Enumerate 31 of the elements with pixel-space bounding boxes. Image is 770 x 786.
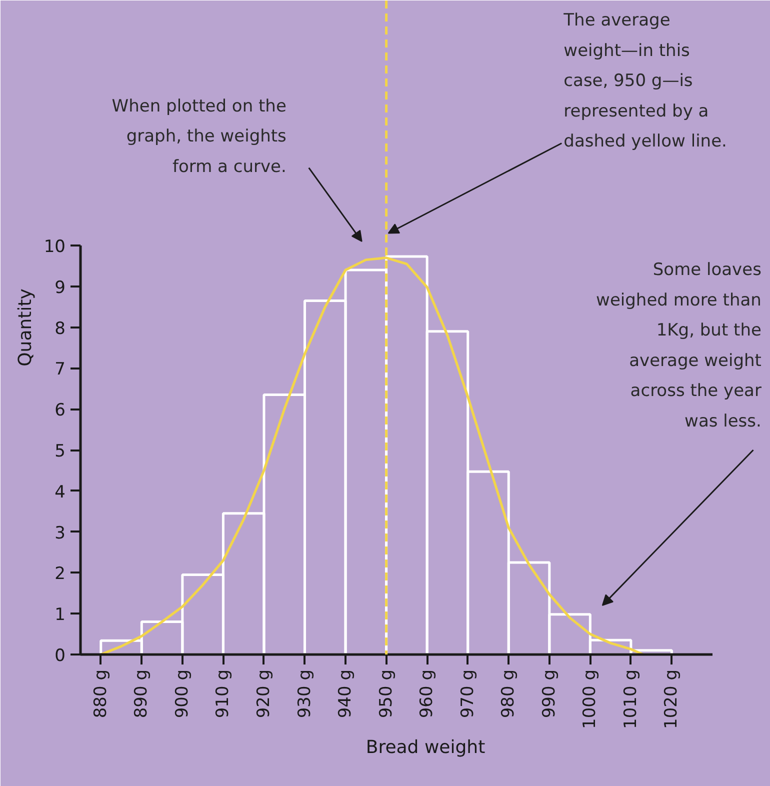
x-tick-label: 970 g <box>458 669 478 718</box>
y-tick-label: 7 <box>54 360 66 380</box>
x-tick-label: 940 g <box>336 669 356 718</box>
y-tick-label: 2 <box>54 564 66 584</box>
y-tick-label: 1 <box>54 605 66 626</box>
x-tick-label: 1000 g <box>580 669 600 729</box>
x-tick-label: 1010 g <box>620 669 641 729</box>
y-tick-label: 5 <box>54 442 66 462</box>
y-tick-label: 0 <box>54 646 66 666</box>
x-tick-label: 910 g <box>213 669 234 718</box>
x-tick-label: 1020 g <box>662 669 682 729</box>
y-tick-label: 6 <box>54 400 66 421</box>
x-axis-title: Bread weight <box>366 736 486 758</box>
y-axis-title: Quantity <box>14 288 36 366</box>
x-tick-label: 990 g <box>539 669 560 718</box>
x-tick-label: 920 g <box>254 669 274 718</box>
y-tick-label: 9 <box>54 278 66 298</box>
x-tick-label: 880 g <box>90 669 111 718</box>
annotation: Some loaves weighed more than 1Kg, but the average weight across the year was less. <box>596 260 762 432</box>
y-tick-label: 10 <box>44 237 66 257</box>
x-tick-label: 890 g <box>132 669 152 718</box>
x-tick-label: 960 g <box>417 669 438 718</box>
text: The average weight—in this case, 950 g—is represented by a dashed yellow line. <box>562 10 727 152</box>
y-tick-label: 3 <box>54 523 66 544</box>
x-tick-label: 980 g <box>498 669 519 718</box>
x-tick-label: 950 g <box>376 669 396 718</box>
x-tick-label: 930 g <box>294 669 315 718</box>
x-tick-label: 900 g <box>172 669 192 718</box>
y-tick-label: 4 <box>54 482 66 502</box>
text: When plotted on the graph, the weights form a curve. <box>112 96 287 177</box>
y-tick-label: 8 <box>54 318 66 339</box>
